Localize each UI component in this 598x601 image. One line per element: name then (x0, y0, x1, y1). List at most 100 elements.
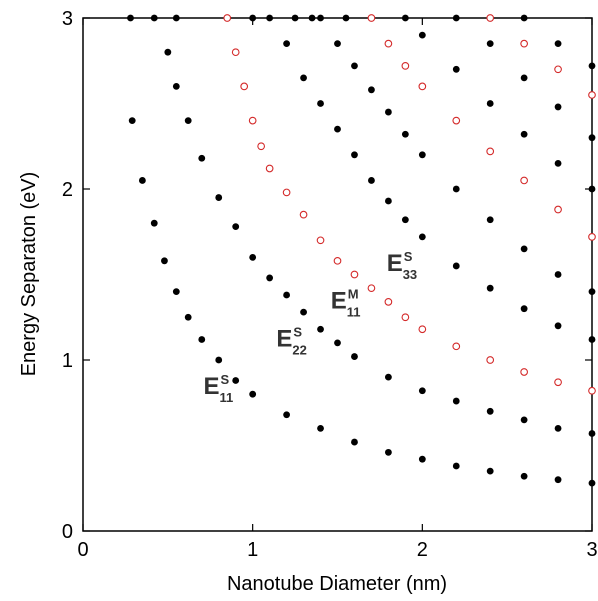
data-point (249, 390, 257, 398)
data-point (588, 430, 596, 437)
data-point (588, 91, 596, 99)
data-point (418, 387, 426, 395)
data-point (150, 219, 158, 227)
data-point (385, 108, 392, 116)
data-point (452, 397, 460, 405)
data-point (401, 130, 409, 138)
data-point (215, 194, 223, 201)
branch-label: E S 11 (203, 372, 233, 405)
data-point (554, 65, 562, 74)
data-point (351, 151, 358, 159)
data-point (588, 288, 596, 295)
data-point (351, 438, 358, 446)
data-point (385, 448, 392, 456)
data-point (300, 74, 307, 82)
plot-area-frame (82, 17, 593, 532)
data-point (299, 210, 308, 219)
data-point (418, 31, 426, 39)
data-point (265, 164, 274, 173)
data-point (418, 233, 426, 241)
data-point (249, 14, 257, 22)
data-point (164, 48, 172, 56)
data-point (486, 407, 494, 415)
data-point (161, 257, 168, 265)
branch-label-superscript: S (404, 249, 413, 264)
data-point (232, 377, 240, 384)
data-point (452, 462, 460, 470)
data-point (172, 288, 180, 295)
data-point (554, 40, 562, 48)
data-point (452, 342, 461, 351)
data-point (350, 270, 359, 279)
data-point (520, 368, 528, 376)
data-point (138, 177, 146, 184)
data-point (150, 14, 158, 22)
data-point (588, 233, 596, 241)
data-point (486, 40, 494, 48)
data-point (486, 216, 494, 224)
data-point (520, 14, 528, 22)
data-point (554, 159, 562, 167)
data-point (520, 416, 528, 424)
data-point (520, 74, 528, 82)
data-point (334, 40, 341, 48)
data-point (520, 472, 528, 480)
branch-label-main: E (331, 288, 347, 315)
data-point (248, 116, 257, 125)
y-tick-label: 2 (62, 179, 73, 201)
data-point (317, 425, 324, 432)
data-point (215, 356, 223, 364)
data-point (317, 14, 324, 22)
branch-label-main: E (203, 373, 219, 400)
x-axis-label: Nanotube Diameter (nm) (227, 573, 447, 595)
data-point (554, 322, 562, 330)
data-point (368, 86, 375, 94)
data-point (452, 65, 460, 73)
data-point (184, 117, 192, 124)
data-point (418, 455, 426, 463)
x-tick-label: 0 (77, 539, 88, 561)
data-points (127, 14, 596, 487)
data-point (554, 205, 562, 214)
data-point (384, 298, 393, 306)
branch-label-subscript: 11 (347, 305, 361, 320)
data-point (554, 378, 562, 387)
data-point (283, 40, 290, 48)
data-point (588, 479, 596, 487)
data-point (588, 336, 596, 343)
branch-label-superscript: M (348, 287, 359, 302)
data-point (368, 177, 375, 184)
data-point (588, 386, 596, 395)
data-point (452, 116, 461, 125)
data-point (300, 308, 307, 316)
data-point (418, 325, 427, 334)
data-point (367, 14, 376, 22)
data-point (452, 14, 460, 22)
data-point (554, 103, 562, 111)
data-point (223, 14, 232, 22)
branch-label-subscript: 11 (219, 390, 233, 405)
data-point (418, 82, 427, 91)
data-point (172, 14, 180, 22)
data-point (334, 125, 341, 133)
data-point (317, 100, 324, 107)
data-point (291, 14, 299, 22)
data-point (588, 62, 596, 70)
axis-ticks: 0 1 2 3 0 1 2 3 (62, 8, 598, 561)
data-point (520, 39, 528, 48)
branch-label-superscript: S (220, 372, 229, 387)
data-point (240, 82, 249, 91)
data-point (283, 411, 290, 419)
data-point (486, 14, 495, 22)
branch-label-main: E (276, 325, 292, 352)
data-point (283, 291, 290, 299)
data-point (520, 130, 528, 138)
branch-label: E S 33 (387, 249, 417, 282)
data-point (384, 39, 393, 48)
data-point (231, 48, 240, 57)
data-point (333, 256, 342, 265)
data-point (554, 476, 562, 484)
y-tick-label: 0 (62, 521, 73, 543)
data-point (257, 142, 266, 151)
